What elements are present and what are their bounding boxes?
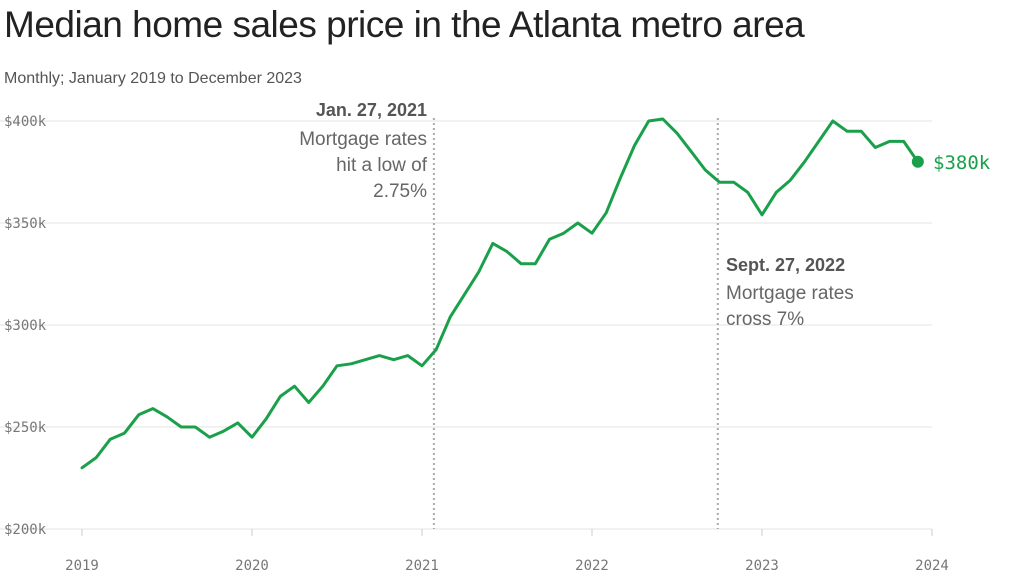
annotation-jan-2021-title: Jan. 27, 2021 bbox=[316, 100, 427, 120]
y-tick-label: $250k bbox=[4, 420, 47, 436]
annotation-lines bbox=[432, 118, 719, 529]
annotation-sept-2022-line-1: Mortgage rates bbox=[726, 283, 854, 304]
x-tick-label: 2020 bbox=[235, 558, 269, 574]
x-tick-label: 2021 bbox=[405, 558, 439, 574]
series-layer bbox=[80, 117, 924, 470]
chart-title: Median home sales price in the Atlanta m… bbox=[4, 4, 805, 45]
annotation-jan-2021: Jan. 27, 2021 Mortgage rates hit a low o… bbox=[299, 100, 428, 202]
x-tick-label: 2022 bbox=[575, 558, 609, 574]
y-axis-ticks: $200k $250k $300k $350k $400k bbox=[4, 114, 47, 538]
annotation-jan-2021-line-1: Mortgage rates bbox=[299, 129, 427, 150]
x-tick-label: 2019 bbox=[65, 558, 99, 574]
y-tick-label: $300k bbox=[4, 318, 47, 334]
end-point-marker bbox=[911, 155, 924, 168]
y-tick-label: $350k bbox=[4, 216, 47, 232]
y-tick-label: $200k bbox=[4, 522, 47, 538]
annotation-sept-2022-line-2: cross 7% bbox=[726, 309, 804, 330]
series-line-median-price bbox=[80, 117, 920, 470]
annotation-sept-2022-title: Sept. 27, 2022 bbox=[726, 255, 845, 275]
gridlines bbox=[0, 120, 932, 530]
annotation-jan-2021-line-2: hit a low of bbox=[336, 155, 428, 176]
annotation-jan-2021-line-3: 2.75% bbox=[373, 181, 427, 202]
x-axis-ticks: 2019 2020 2021 2022 2023 2024 bbox=[65, 529, 949, 574]
y-tick-label: $400k bbox=[4, 114, 47, 130]
annotation-sept-2022: Sept. 27, 2022 Mortgage rates cross 7% bbox=[726, 255, 854, 330]
chart-subtitle: Monthly; January 2019 to December 2023 bbox=[4, 70, 302, 87]
end-value-label: $380k bbox=[933, 152, 991, 174]
x-tick-label: 2023 bbox=[745, 558, 779, 574]
x-tick-label: 2024 bbox=[915, 558, 949, 574]
